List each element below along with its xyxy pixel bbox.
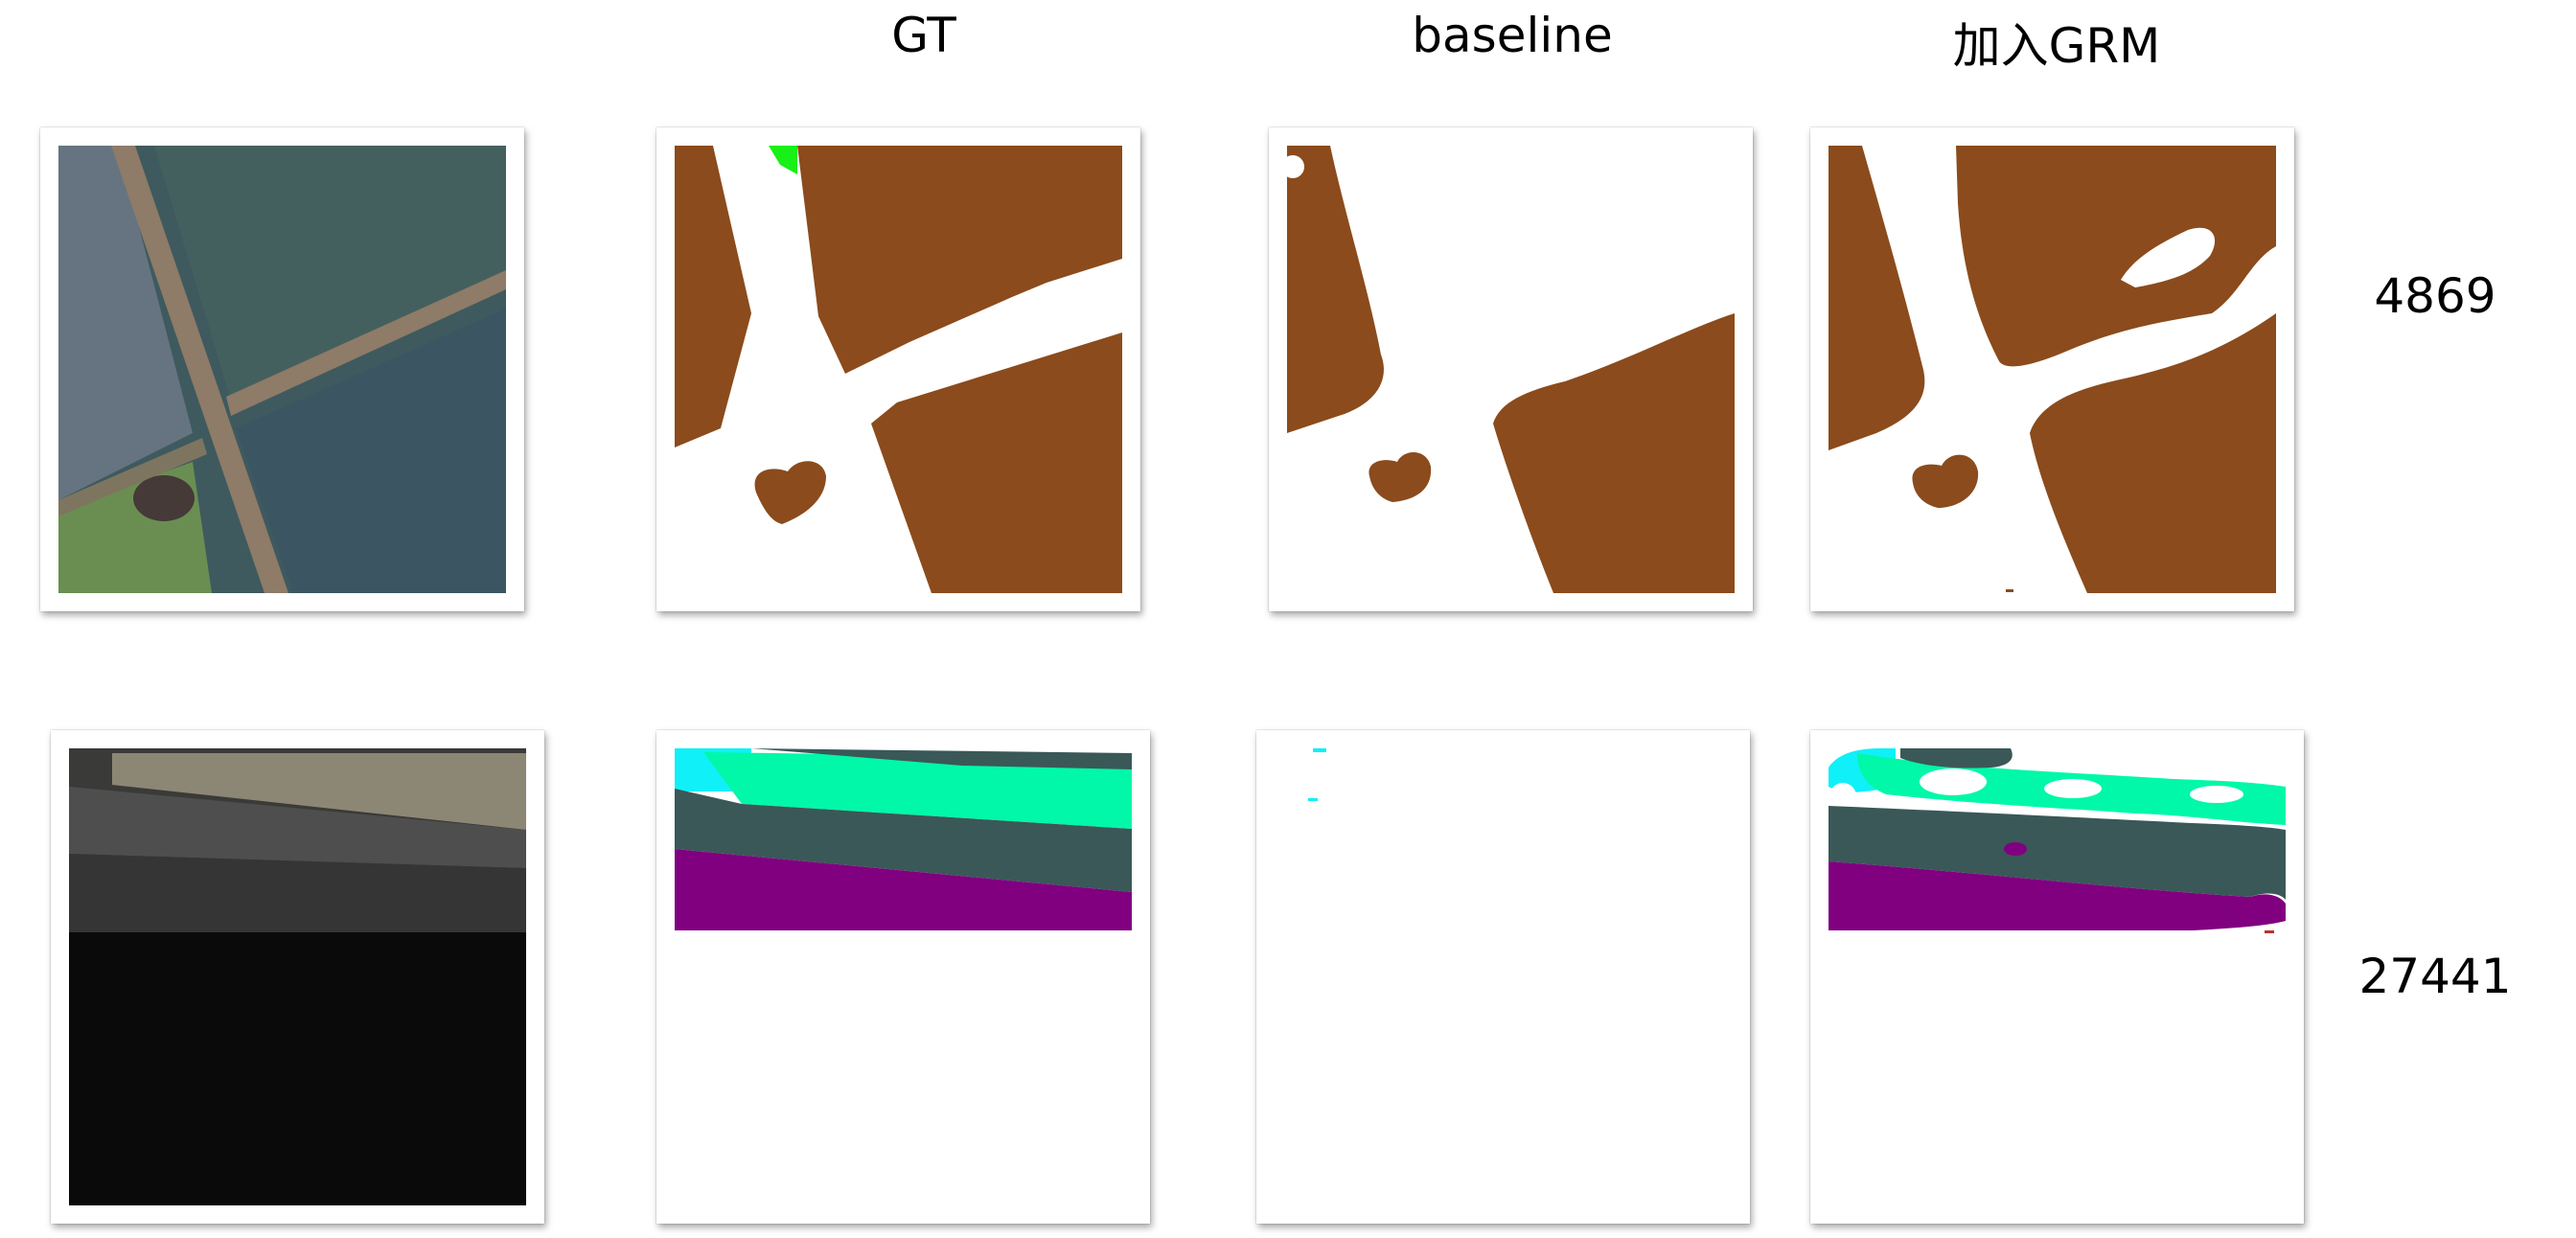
row1-baseline-mask bbox=[1269, 127, 1753, 611]
aerial-road-vertical bbox=[111, 146, 288, 593]
aerial-textured-field bbox=[58, 146, 193, 500]
aerial-dark-pool bbox=[133, 475, 195, 521]
grm2-dark-slate-band bbox=[1828, 806, 2286, 900]
scene-wall bbox=[112, 753, 526, 830]
baseline2-background bbox=[1275, 748, 1732, 1205]
gt-green-corner bbox=[769, 146, 797, 174]
grm-region-left bbox=[1828, 146, 1925, 450]
gt-blob-small bbox=[754, 461, 826, 524]
baseline-segmentation-4869 bbox=[1287, 146, 1735, 593]
grm2-white-blob-1 bbox=[1920, 768, 1987, 795]
row2-grm-mask bbox=[1810, 730, 2304, 1224]
aerial-photo bbox=[58, 146, 506, 593]
grm-region-bottom-right bbox=[2030, 313, 2276, 593]
baseline-blob-small bbox=[1368, 452, 1432, 502]
baseline2-cyan-speck-1 bbox=[1313, 748, 1326, 752]
grm2-white-blob-2 bbox=[2044, 779, 2102, 798]
baseline-segmentation-27441 bbox=[1275, 748, 1732, 1205]
gt2-aqua-region bbox=[703, 752, 1132, 829]
baseline-hole bbox=[1287, 155, 1304, 178]
gt-segmentation-4869 bbox=[675, 146, 1122, 593]
grm-segmentation-27441 bbox=[1828, 748, 2286, 1205]
grm-hole bbox=[2121, 227, 2216, 287]
row1-gt-mask bbox=[656, 127, 1140, 611]
row1-input-image bbox=[40, 127, 524, 611]
row-label-27441: 27441 bbox=[2358, 949, 2512, 1004]
scene-road-band bbox=[69, 787, 526, 868]
row2-baseline-mask bbox=[1256, 730, 1750, 1224]
column-header-gt: GT bbox=[891, 8, 956, 63]
grm-blob-small bbox=[1912, 454, 1979, 508]
gt2-purple-band bbox=[675, 849, 1132, 930]
aerial-road-left bbox=[58, 438, 207, 516]
column-header-grm: 加入GRM bbox=[1952, 18, 2161, 74]
gt2-dark-slate-band bbox=[675, 789, 1132, 892]
grm2-red-speck bbox=[2265, 930, 2274, 933]
row2-gt-mask bbox=[656, 730, 1150, 1224]
column-header-baseline: baseline bbox=[1412, 8, 1613, 63]
gt-region-top-right bbox=[797, 146, 1122, 374]
gt-region-bottom-right bbox=[871, 332, 1122, 593]
aerial-pond-upper-right bbox=[154, 146, 506, 400]
aerial-road-diagonal bbox=[226, 270, 506, 416]
gt-region-left bbox=[675, 146, 751, 447]
grm2-purple-speck bbox=[2004, 842, 2027, 856]
row2-input-image bbox=[51, 730, 544, 1224]
baseline-region-left bbox=[1287, 146, 1384, 433]
aerial-pond-lower-right bbox=[236, 309, 506, 593]
row1-grm-mask bbox=[1810, 127, 2294, 611]
grm-region-top-right bbox=[1956, 146, 2276, 367]
grm-segmentation-4869 bbox=[1828, 146, 2276, 593]
grm2-white-blob-3 bbox=[2190, 786, 2243, 803]
grm2-dark-top bbox=[1900, 748, 2012, 768]
grm2-purple-band bbox=[1828, 861, 2286, 930]
scene-photo bbox=[69, 748, 526, 1205]
scene-road-lower bbox=[69, 854, 526, 932]
row-label-4869: 4869 bbox=[2374, 268, 2496, 324]
grm2-white-dot bbox=[1829, 783, 1856, 810]
gt-segmentation-27441 bbox=[675, 748, 1132, 1205]
baseline2-cyan-speck-2 bbox=[1308, 798, 1318, 801]
gt2-dark-top bbox=[751, 748, 1132, 769]
baseline-region-right bbox=[1493, 313, 1735, 593]
grm-speck bbox=[2006, 589, 2013, 592]
